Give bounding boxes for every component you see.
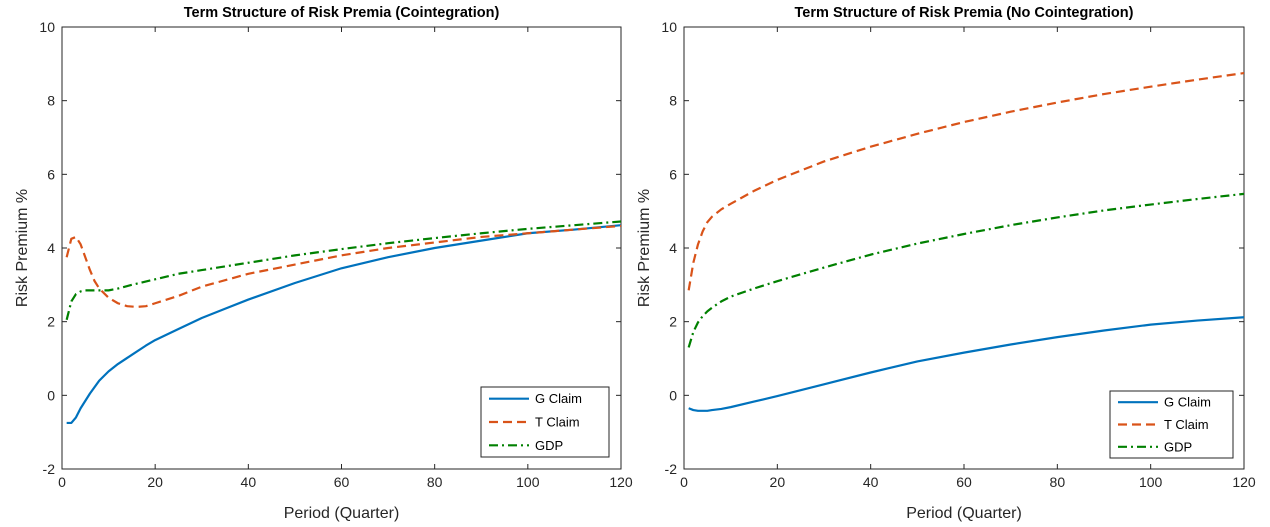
chart-title: Term Structure of Risk Premia (No Cointe… — [795, 5, 1134, 21]
x-tick-label: 60 — [334, 474, 350, 490]
x-tick-label: 20 — [770, 474, 786, 490]
legend-label: T Claim — [535, 415, 580, 430]
y-tick-label: 8 — [47, 93, 55, 109]
x-tick-label: 0 — [680, 474, 688, 490]
y-tick-label: 4 — [669, 240, 677, 256]
x-tick-label: 120 — [609, 474, 633, 490]
series-group — [65, 220, 621, 425]
legend: G Claim T Claim GDP — [480, 386, 610, 458]
x-tick-label: 60 — [956, 474, 972, 490]
y-tick-label: 4 — [47, 240, 55, 256]
legend-label: GDP — [535, 438, 563, 453]
series-line-g-claim — [688, 316, 1244, 412]
x-tick-label: 100 — [516, 474, 540, 490]
legend-label: T Claim — [1164, 417, 1209, 432]
y-tick-label: 0 — [669, 387, 677, 403]
y-tick-label: 10 — [661, 19, 677, 35]
chart-title: Term Structure of Risk Premia (Cointegra… — [184, 5, 500, 21]
y-tick-label: 0 — [47, 387, 55, 403]
x-tick-label: 100 — [1139, 474, 1163, 490]
y-tick-label: 2 — [47, 314, 55, 330]
x-axis-title: Period (Quarter) — [906, 505, 1022, 522]
y-tick-label: 6 — [47, 166, 55, 182]
y-axis-title: Risk Premium % — [636, 189, 653, 307]
y-tick-label: 8 — [669, 93, 677, 109]
y-tick-label: -2 — [665, 461, 678, 477]
series-group — [687, 71, 1244, 412]
y-axis-title: Risk Premium % — [14, 189, 31, 307]
x-tick-label: 20 — [147, 474, 163, 490]
legend-label: G Claim — [535, 391, 582, 406]
y-tick-label: 10 — [39, 19, 55, 35]
series-line-t-claim — [687, 71, 1244, 291]
series-line-gdp — [65, 220, 621, 321]
y-tick-label: 6 — [669, 166, 677, 182]
x-axis-title: Period (Quarter) — [284, 505, 400, 522]
x-tick-label: 80 — [427, 474, 443, 490]
series-line-t-claim — [65, 224, 621, 309]
legend: G Claim T Claim GDP — [1109, 390, 1234, 459]
legend-label: GDP — [1164, 439, 1192, 454]
x-tick-label: 40 — [241, 474, 257, 490]
x-tick-label: 80 — [1050, 474, 1066, 490]
x-tick-label: 40 — [863, 474, 879, 490]
series-line-gdp — [687, 192, 1244, 348]
series-line-g-claim — [66, 224, 621, 425]
y-tick-label: -2 — [43, 461, 56, 477]
legend-label: G Claim — [1164, 395, 1211, 410]
x-tick-label: 0 — [58, 474, 66, 490]
x-tick-label: 120 — [1232, 474, 1256, 490]
y-tick-label: 2 — [669, 314, 677, 330]
